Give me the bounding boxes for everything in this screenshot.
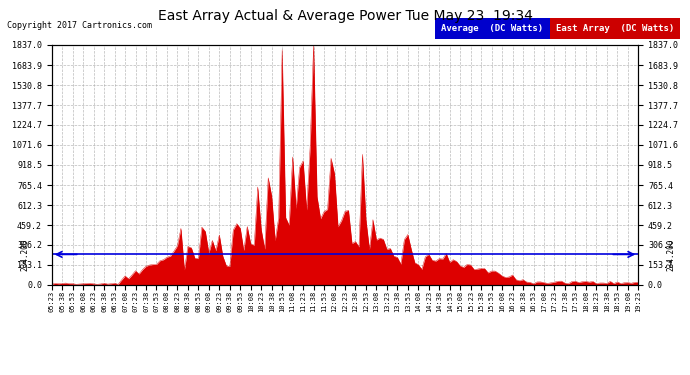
Text: 234.200: 234.200 xyxy=(21,238,30,271)
Text: Average  (DC Watts): Average (DC Watts) xyxy=(441,24,543,33)
Text: East Array Actual & Average Power Tue May 23  19:34: East Array Actual & Average Power Tue Ma… xyxy=(157,9,533,23)
Text: 234.200: 234.200 xyxy=(666,238,675,271)
Text: East Array  (DC Watts): East Array (DC Watts) xyxy=(555,24,674,33)
Text: Copyright 2017 Cartronics.com: Copyright 2017 Cartronics.com xyxy=(7,21,152,30)
Bar xyxy=(550,18,680,39)
Bar xyxy=(435,18,550,39)
